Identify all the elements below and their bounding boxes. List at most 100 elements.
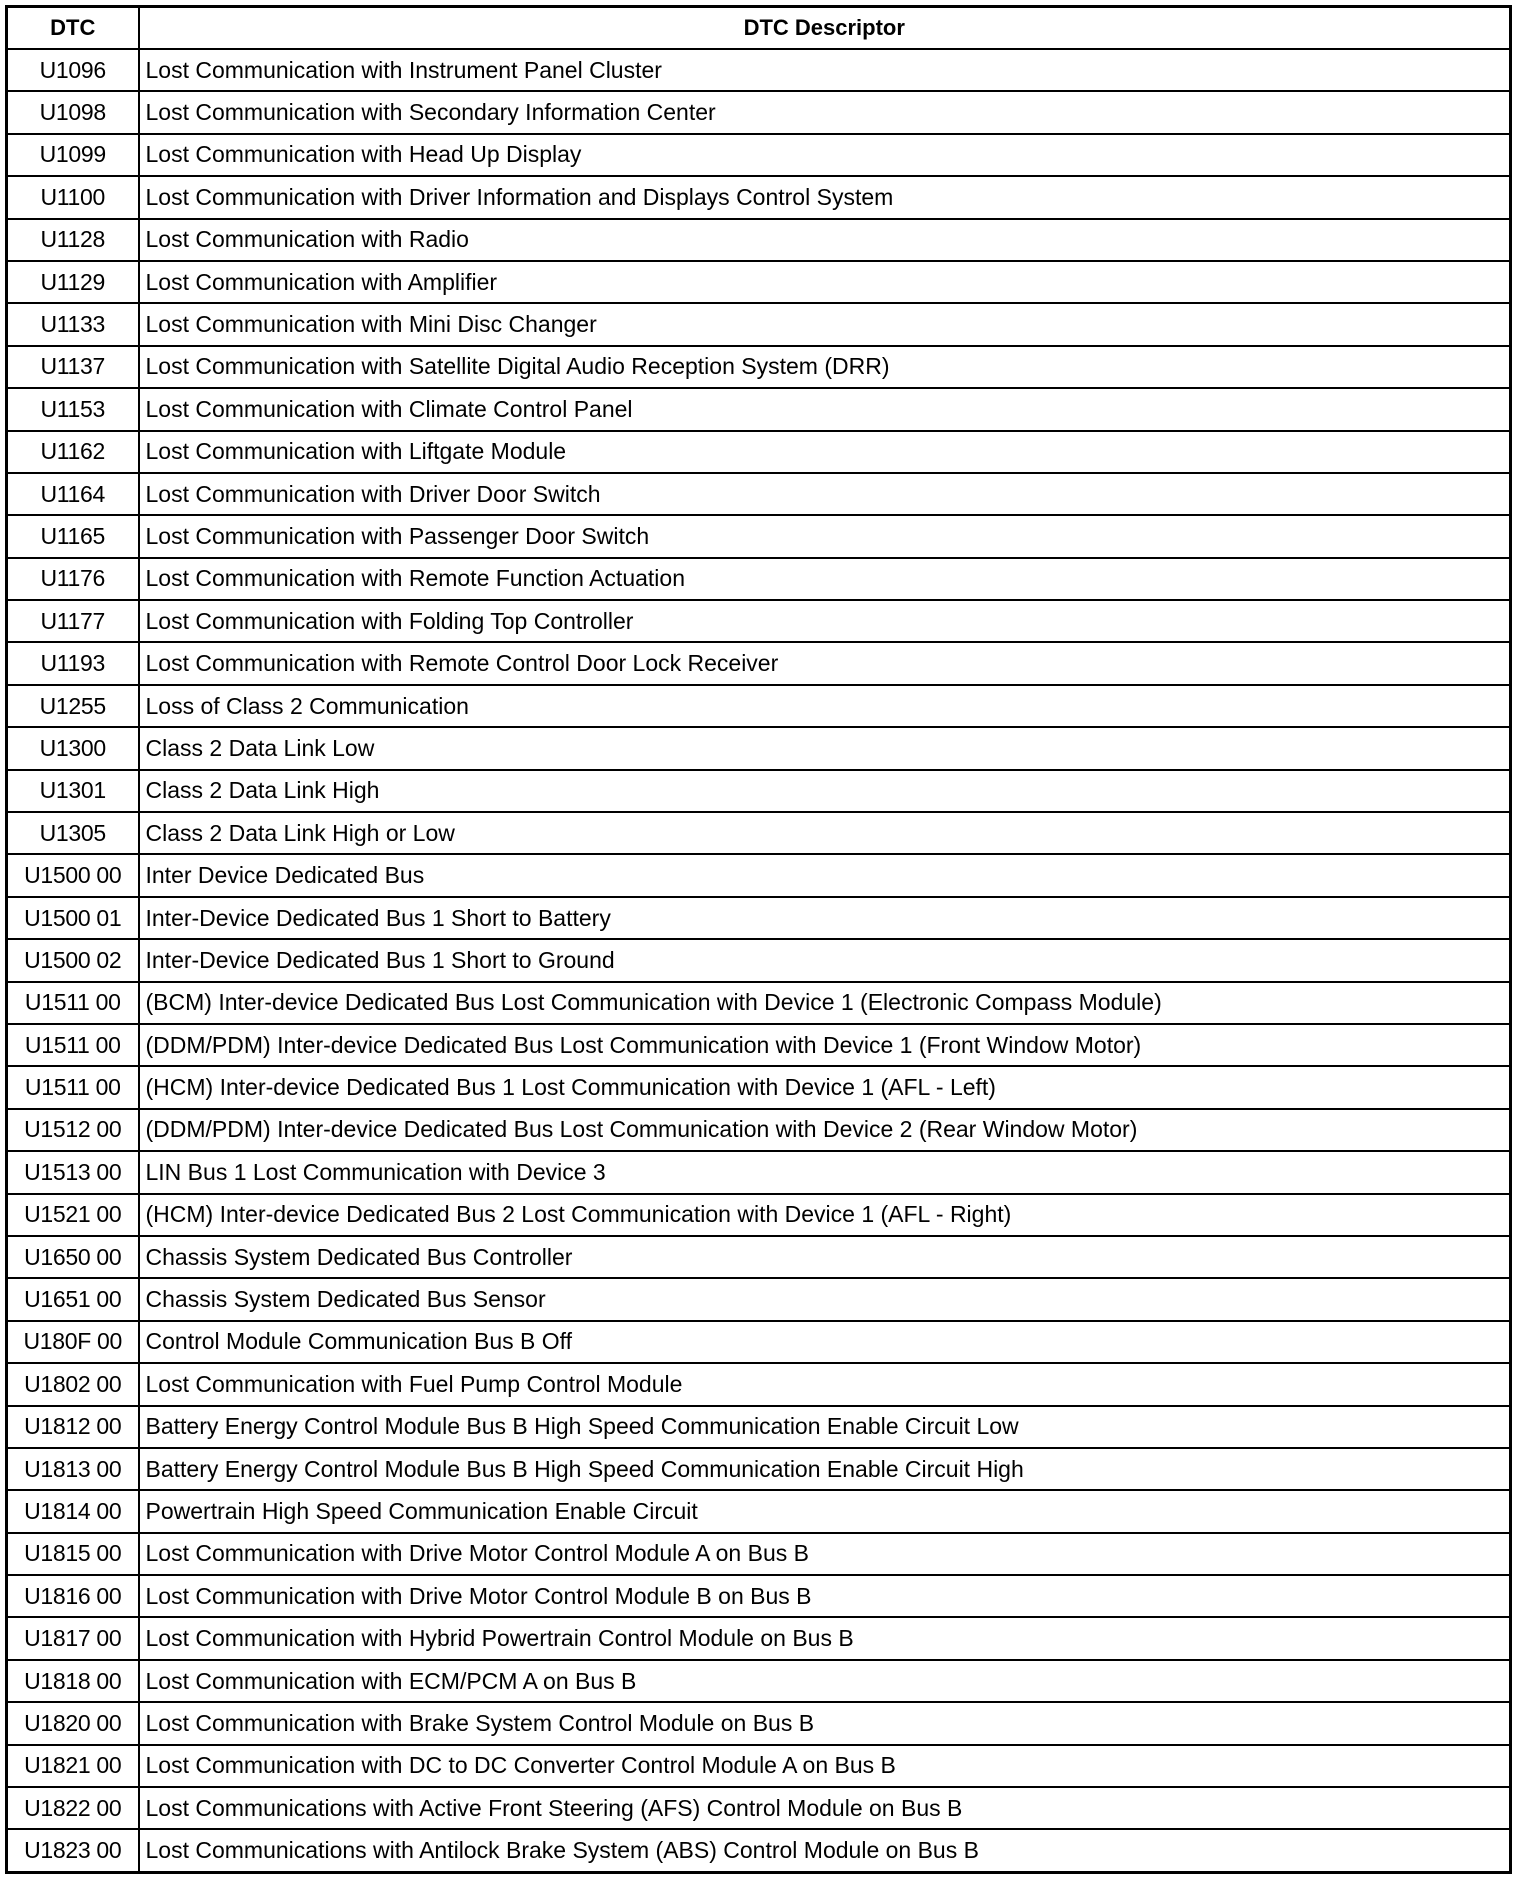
table-row: U1823 00 Lost Communications with Antiloc… — [5, 1828, 1512, 1874]
dtc-code-cell: U1153 — [5, 387, 140, 432]
dtc-code-cell: U1137 — [5, 344, 140, 390]
table-row: U1255 Loss of Class 2 Communication — [5, 683, 1512, 729]
table-row: U1162 Lost Communication with Liftgate Mo… — [5, 429, 1512, 474]
table-row: U1177 Lost Communication with Folding Top… — [5, 599, 1512, 644]
dtc-code-cell: U1822 00 — [5, 1786, 140, 1831]
table-row: U1650 00 Chassis System Dedicated Bus Con… — [5, 1234, 1512, 1280]
dtc-code-cell: U1500 01 — [5, 895, 140, 941]
dtc-code-cell: U1129 — [5, 259, 140, 305]
dtc-descriptor-cell: Lost Communication with Remote Control D… — [137, 641, 1512, 686]
dtc-descriptor-cell: Lost Communication with ECM/PCM A on Bus… — [137, 1658, 1512, 1704]
dtc-code-cell: U1177 — [5, 599, 140, 644]
table-row: U1815 00 Lost Communication with Drive Mo… — [5, 1531, 1512, 1577]
table-row: U1099 Lost Communication with Head Up Dis… — [5, 132, 1512, 178]
dtc-descriptor-cell: (HCM) Inter-device Dedicated Bus 1 Lost … — [137, 1065, 1512, 1110]
dtc-descriptor-cell: Lost Communication with Passenger Door S… — [137, 514, 1512, 559]
dtc-descriptor-cell: Lost Communication with Brake System Con… — [137, 1701, 1512, 1746]
table-row: U1096 Lost Communication with Instrument … — [5, 47, 1512, 93]
dtc-descriptor-cell: Class 2 Data Link Low — [137, 726, 1512, 771]
table-row: U1511 00 (DDM/PDM) Inter-device Dedicated… — [5, 1022, 1512, 1068]
table-row: U1521 00 (HCM) Inter-device Dedicated Bus… — [5, 1192, 1512, 1237]
dtc-code-cell: U1651 00 — [5, 1277, 140, 1322]
table-row: U1129 Lost Communication with Amplifier — [5, 259, 1512, 305]
dtc-code-cell: U1818 00 — [5, 1658, 140, 1704]
dtc-code-cell: U1823 00 — [5, 1828, 140, 1874]
dtc-code-cell: U1820 00 — [5, 1701, 140, 1746]
dtc-descriptor-cell: Powertrain High Speed Communication Enab… — [137, 1489, 1512, 1534]
dtc-descriptor-cell: Lost Communication with Amplifier — [137, 259, 1512, 305]
dtc-code-cell: U1511 00 — [5, 1065, 140, 1110]
dtc-code-cell: U1300 — [5, 726, 140, 771]
table-row: U1511 00 (HCM) Inter-device Dedicated Bus… — [5, 1065, 1512, 1110]
dtc-descriptor-cell: Lost Communication with Liftgate Module — [137, 429, 1512, 474]
dtc-descriptor-cell: Lost Communication with DC to DC Convert… — [137, 1743, 1512, 1789]
table-row: U180F 00 Control Module Communication Bus… — [5, 1319, 1512, 1365]
header-dtc-descriptor: DTC Descriptor — [137, 5, 1512, 50]
dtc-code-cell: U1512 00 — [5, 1107, 140, 1153]
dtc-code-cell: U1511 00 — [5, 980, 140, 1025]
dtc-descriptor-cell: Lost Communication with Satellite Digita… — [137, 344, 1512, 390]
dtc-descriptor-cell: Chassis System Dedicated Bus Controller — [137, 1234, 1512, 1280]
dtc-code-cell: U1500 02 — [5, 938, 140, 983]
dtc-code-cell: U1100 — [5, 175, 140, 220]
dtc-code-cell: U1255 — [5, 683, 140, 729]
dtc-code-cell: U1816 00 — [5, 1574, 140, 1619]
table-row: U1500 01 Inter-Device Dedicated Bus 1 Sho… — [5, 895, 1512, 941]
dtc-code-cell: U1821 00 — [5, 1743, 140, 1789]
dtc-code-cell: U1513 00 — [5, 1150, 140, 1195]
table-row: U1176 Lost Communication with Remote Func… — [5, 556, 1512, 602]
dtc-code-cell: U1133 — [5, 302, 140, 347]
dtc-code-cell: U1817 00 — [5, 1616, 140, 1661]
dtc-code-cell: U1511 00 — [5, 1022, 140, 1068]
dtc-code-cell: U1814 00 — [5, 1489, 140, 1534]
dtc-code-cell: U1098 — [5, 90, 140, 135]
dtc-descriptor-cell: Lost Communication with Driver Informati… — [137, 175, 1512, 220]
dtc-code-cell: U1813 00 — [5, 1446, 140, 1492]
dtc-code-cell: U1164 — [5, 471, 140, 517]
dtc-descriptor-cell: Lost Communication with Drive Motor Cont… — [137, 1531, 1512, 1577]
table-row: U1820 00 Lost Communication with Brake Sy… — [5, 1701, 1512, 1746]
dtc-descriptor-cell: Lost Communication with Head Up Display — [137, 132, 1512, 178]
dtc-descriptor-cell: Lost Communication with Folding Top Cont… — [137, 599, 1512, 644]
dtc-descriptor-cell: Class 2 Data Link High — [137, 768, 1512, 814]
dtc-descriptor-cell: Battery Energy Control Module Bus B High… — [137, 1404, 1512, 1449]
dtc-descriptor-cell: Lost Communication with Fuel Pump Contro… — [137, 1362, 1512, 1407]
table-row: U1821 00 Lost Communication with DC to DC… — [5, 1743, 1512, 1789]
dtc-code-cell: U1802 00 — [5, 1362, 140, 1407]
dtc-descriptor-cell: Lost Communication with Radio — [137, 217, 1512, 262]
dtc-descriptor-cell: Lost Communication with Driver Door Swit… — [137, 471, 1512, 517]
table-row: U1137 Lost Communication with Satellite D… — [5, 344, 1512, 390]
table-row: U1153 Lost Communication with Climate Con… — [5, 387, 1512, 432]
table-row: U1305 Class 2 Data Link High or Low — [5, 811, 1512, 856]
table-row: U1165 Lost Communication with Passenger D… — [5, 514, 1512, 559]
table-header-row: DTC DTC Descriptor — [5, 5, 1512, 50]
dtc-descriptor-cell: Lost Communication with Climate Control … — [137, 387, 1512, 432]
table-row: U1816 00 Lost Communication with Drive Mo… — [5, 1574, 1512, 1619]
table-row: U1100 Lost Communication with Driver Info… — [5, 175, 1512, 220]
table-row: U1513 00 LIN Bus 1 Lost Communication wit… — [5, 1150, 1512, 1195]
dtc-descriptor-cell: (HCM) Inter-device Dedicated Bus 2 Lost … — [137, 1192, 1512, 1237]
table-row: U1814 00 Powertrain High Speed Communicat… — [5, 1489, 1512, 1534]
dtc-code-cell: U1099 — [5, 132, 140, 178]
dtc-code-cell: U1096 — [5, 47, 140, 93]
dtc-descriptor-cell: Lost Communication with Mini Disc Change… — [137, 302, 1512, 347]
table-row: U1511 00 (BCM) Inter-device Dedicated Bus… — [5, 980, 1512, 1025]
dtc-descriptor-cell: (DDM/PDM) Inter-device Dedicated Bus Los… — [137, 1107, 1512, 1153]
dtc-code-cell: U1301 — [5, 768, 140, 814]
dtc-code-cell: U1165 — [5, 514, 140, 559]
dtc-descriptor-cell: Lost Communications with Active Front St… — [137, 1786, 1512, 1831]
dtc-code-cell: U1521 00 — [5, 1192, 140, 1237]
dtc-code-cell: U1128 — [5, 217, 140, 262]
table-row: U1193 Lost Communication with Remote Cont… — [5, 641, 1512, 686]
table-row: U1651 00 Chassis System Dedicated Bus Sen… — [5, 1277, 1512, 1322]
dtc-descriptor-cell: Control Module Communication Bus B Off — [137, 1319, 1512, 1365]
table-row: U1098 Lost Communication with Secondary I… — [5, 90, 1512, 135]
dtc-code-cell: U1176 — [5, 556, 140, 602]
dtc-descriptor-cell: Lost Communication with Drive Motor Cont… — [137, 1574, 1512, 1619]
dtc-code-cell: U1193 — [5, 641, 140, 686]
dtc-descriptor-cell: (DDM/PDM) Inter-device Dedicated Bus Los… — [137, 1022, 1512, 1068]
table-body: U1096 Lost Communication with Instrument … — [5, 47, 1512, 1874]
table-row: U1300 Class 2 Data Link Low — [5, 726, 1512, 771]
table-row: U1301 Class 2 Data Link High — [5, 768, 1512, 814]
table-row: U1822 00 Lost Communications with Active … — [5, 1786, 1512, 1831]
